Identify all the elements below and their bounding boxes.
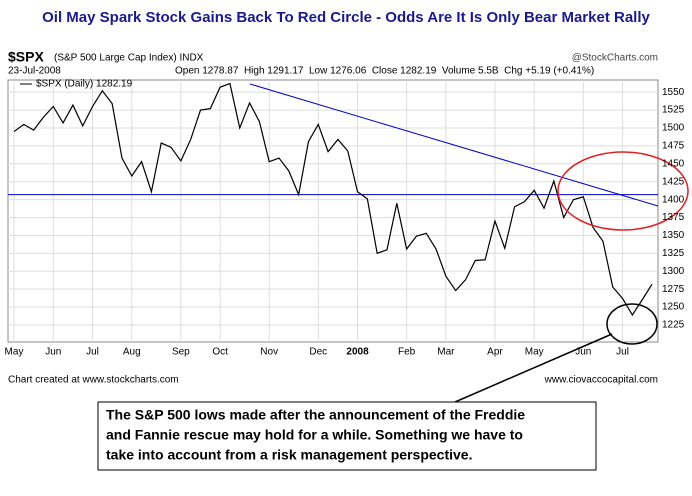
y-tick-label: 1500 bbox=[662, 123, 685, 134]
black-circle bbox=[606, 303, 658, 345]
y-tick-label: 1225 bbox=[662, 320, 685, 331]
y-tick-label: 1375 bbox=[662, 212, 685, 223]
y-tick-label: 1550 bbox=[662, 87, 685, 98]
chart-title: Oil May Spark Stock Gains Back To Red Ci… bbox=[42, 9, 650, 26]
x-tick-label: May bbox=[525, 347, 544, 358]
footer-left: Chart created at www.stockcharts.com bbox=[8, 375, 179, 386]
x-tick-label: Nov bbox=[260, 347, 278, 358]
pointer bbox=[454, 333, 613, 403]
annotation-box bbox=[97, 401, 597, 471]
footer-right: www.ciovaccocapital.com bbox=[544, 375, 658, 386]
x-tick-label: Feb bbox=[398, 347, 416, 358]
plot-frame bbox=[7, 79, 659, 343]
date: 23-Jul-2008 bbox=[8, 66, 61, 77]
y-tick-label: 1350 bbox=[662, 230, 685, 241]
x-tick-label: Dec bbox=[309, 347, 327, 358]
y-tick-label: 1425 bbox=[662, 176, 685, 187]
x-tick-label: Apr bbox=[487, 347, 503, 358]
x-tick-label: Jun bbox=[575, 347, 591, 358]
y-tick-label: 1250 bbox=[662, 302, 685, 313]
price-line bbox=[13, 82, 653, 317]
legend-label: $SPX (Daily) 1282.19 bbox=[36, 79, 133, 90]
x-tick-label: May bbox=[5, 347, 24, 358]
y-tick-label: 1475 bbox=[662, 141, 685, 152]
x-tick-label: Oct bbox=[212, 347, 228, 358]
y-tick-label: 1325 bbox=[662, 248, 685, 259]
symbol: $SPX bbox=[8, 49, 44, 65]
x-tick-label: Jun bbox=[45, 347, 61, 358]
x-tick-label: Sep bbox=[172, 347, 190, 358]
trend-line bbox=[249, 83, 659, 207]
x-tick-label: Mar bbox=[437, 347, 455, 358]
y-tick-label: 1525 bbox=[662, 105, 685, 116]
y-tick-label: 1450 bbox=[662, 158, 685, 169]
x-tick-label: Jul bbox=[86, 347, 99, 358]
y-tick-label: 1275 bbox=[662, 284, 685, 295]
symbol-description: (S&P 500 Large Cap Index) INDX bbox=[54, 53, 204, 64]
quote: Open 1278.87 High 1291.17 Low 1276.06 Cl… bbox=[175, 66, 594, 77]
x-tick-label: 2008 bbox=[346, 347, 369, 358]
x-tick-label: Jul bbox=[616, 347, 629, 358]
annotation-line: and Fannie rescue may hold for a while. … bbox=[106, 427, 523, 443]
annotation-line: take into account from a risk management… bbox=[106, 447, 472, 463]
annotation-line: The S&P 500 lows made after the announce… bbox=[106, 407, 525, 423]
y-tick-label: 1400 bbox=[662, 194, 685, 205]
credit: @StockCharts.com bbox=[572, 53, 658, 64]
y-tick-label: 1300 bbox=[662, 266, 685, 277]
x-tick-label: Aug bbox=[123, 347, 141, 358]
red-circle bbox=[557, 151, 689, 231]
